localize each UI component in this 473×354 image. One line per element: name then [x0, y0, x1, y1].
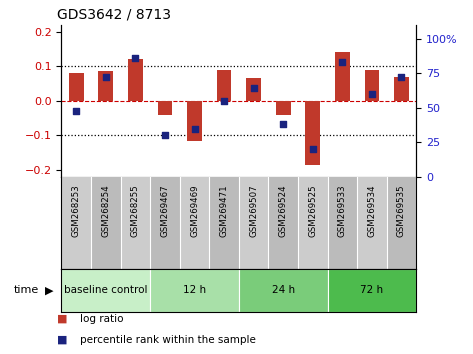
- Bar: [268, 177, 298, 269]
- Bar: [69, 73, 84, 101]
- Point: [339, 59, 346, 65]
- Bar: [298, 177, 327, 269]
- Text: GSM269524: GSM269524: [279, 184, 288, 237]
- Text: GSM268255: GSM268255: [131, 184, 140, 237]
- Text: GSM268253: GSM268253: [72, 184, 81, 237]
- Bar: [209, 177, 239, 269]
- Bar: [357, 177, 387, 269]
- Text: 72 h: 72 h: [360, 285, 384, 295]
- Bar: [239, 177, 269, 269]
- Bar: [276, 101, 290, 115]
- Bar: [387, 177, 416, 269]
- Text: GSM269533: GSM269533: [338, 184, 347, 237]
- Text: ■: ■: [57, 314, 67, 324]
- Bar: [121, 177, 150, 269]
- Point: [131, 55, 139, 61]
- Bar: [150, 177, 180, 269]
- Text: GSM269525: GSM269525: [308, 184, 317, 237]
- Point: [368, 91, 376, 97]
- Bar: [61, 177, 91, 269]
- Point: [280, 121, 287, 127]
- Bar: [327, 177, 357, 269]
- Text: ▶: ▶: [45, 285, 53, 295]
- Bar: [239, 269, 327, 312]
- Text: 12 h: 12 h: [183, 285, 206, 295]
- Text: GSM269507: GSM269507: [249, 184, 258, 237]
- Text: GSM269534: GSM269534: [368, 184, 377, 237]
- Text: GSM269471: GSM269471: [219, 184, 228, 237]
- Point: [191, 126, 198, 131]
- Text: GSM269467: GSM269467: [160, 184, 169, 237]
- Bar: [158, 101, 172, 115]
- Point: [102, 75, 110, 80]
- Text: ■: ■: [57, 335, 67, 345]
- Bar: [217, 70, 231, 101]
- Bar: [91, 177, 121, 269]
- Point: [309, 147, 316, 152]
- Text: time: time: [14, 285, 39, 295]
- Point: [161, 133, 169, 138]
- Text: percentile rank within the sample: percentile rank within the sample: [80, 335, 256, 345]
- Bar: [128, 59, 143, 101]
- Bar: [98, 72, 113, 101]
- Bar: [187, 101, 202, 141]
- Text: GSM268254: GSM268254: [101, 184, 110, 237]
- Bar: [246, 78, 261, 101]
- Point: [220, 98, 228, 104]
- Point: [250, 86, 257, 91]
- Bar: [150, 269, 239, 312]
- Text: 24 h: 24 h: [272, 285, 295, 295]
- Bar: [61, 269, 150, 312]
- Text: baseline control: baseline control: [64, 285, 148, 295]
- Text: GDS3642 / 8713: GDS3642 / 8713: [57, 7, 171, 21]
- Point: [398, 75, 405, 80]
- Bar: [180, 177, 209, 269]
- Bar: [394, 77, 409, 101]
- Bar: [365, 70, 379, 101]
- Bar: [306, 101, 320, 165]
- Text: GSM269469: GSM269469: [190, 184, 199, 237]
- Text: GSM269535: GSM269535: [397, 184, 406, 237]
- Point: [72, 108, 80, 113]
- Bar: [335, 52, 350, 101]
- Bar: [327, 269, 416, 312]
- Text: log ratio: log ratio: [80, 314, 124, 324]
